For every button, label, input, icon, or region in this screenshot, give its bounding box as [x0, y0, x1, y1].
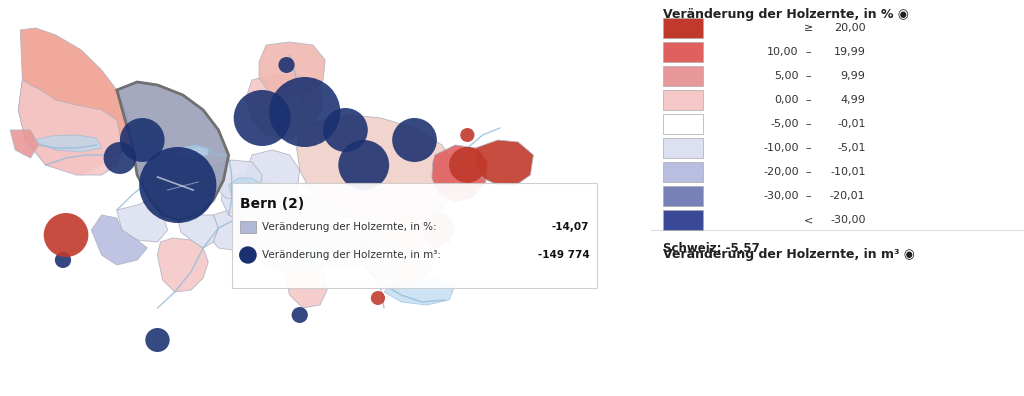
Text: -10,01: -10,01: [830, 167, 865, 177]
Text: 20,00: 20,00: [834, 23, 865, 33]
Bar: [664, 18, 703, 38]
Polygon shape: [360, 238, 401, 278]
Text: -30,00: -30,00: [830, 215, 865, 225]
Text: <: <: [804, 215, 813, 225]
Circle shape: [460, 128, 474, 142]
Circle shape: [292, 307, 308, 323]
Circle shape: [279, 57, 295, 73]
Polygon shape: [158, 238, 208, 292]
Text: –: –: [806, 95, 812, 105]
FancyBboxPatch shape: [231, 183, 597, 288]
Polygon shape: [475, 140, 534, 185]
Polygon shape: [432, 145, 487, 202]
Bar: [664, 114, 703, 134]
Polygon shape: [360, 215, 437, 288]
Text: -5,01: -5,01: [837, 143, 865, 153]
Text: –: –: [806, 167, 812, 177]
Text: -20,00: -20,00: [763, 167, 799, 177]
Polygon shape: [132, 140, 191, 220]
Text: 5,00: 5,00: [774, 71, 799, 81]
Bar: [664, 42, 703, 62]
Text: Bern (2): Bern (2): [240, 197, 304, 211]
Polygon shape: [10, 130, 39, 158]
Bar: [664, 66, 703, 86]
Polygon shape: [213, 210, 252, 250]
Circle shape: [338, 140, 389, 190]
Circle shape: [145, 328, 170, 352]
Text: 10,00: 10,00: [767, 47, 799, 57]
Bar: [664, 210, 703, 230]
Circle shape: [324, 108, 368, 152]
Text: -20,01: -20,01: [829, 191, 865, 201]
Text: 4,99: 4,99: [841, 95, 865, 105]
Polygon shape: [18, 80, 122, 175]
Circle shape: [103, 142, 136, 174]
Text: –: –: [806, 191, 812, 201]
Polygon shape: [91, 215, 147, 265]
Text: Veränderung der Holzernte, in % ◉: Veränderung der Holzernte, in % ◉: [664, 8, 909, 21]
Text: –: –: [806, 143, 812, 153]
Bar: [664, 138, 703, 158]
Text: -14,07: -14,07: [552, 222, 589, 232]
Text: Veränderung der Holzernte, in m³:: Veränderung der Holzernte, in m³:: [262, 250, 441, 260]
Polygon shape: [36, 135, 101, 152]
Text: 9,99: 9,99: [841, 71, 865, 81]
Bar: [240, 221, 256, 233]
Circle shape: [120, 118, 165, 162]
Text: -5,00: -5,00: [770, 119, 799, 129]
Text: –: –: [806, 47, 812, 57]
Polygon shape: [244, 205, 326, 272]
Circle shape: [139, 147, 216, 223]
Text: 0,00: 0,00: [774, 95, 799, 105]
Text: ≥: ≥: [804, 23, 813, 33]
Polygon shape: [321, 225, 384, 268]
Polygon shape: [178, 145, 208, 158]
Text: -149 774: -149 774: [538, 250, 589, 260]
Polygon shape: [384, 278, 455, 305]
Polygon shape: [283, 195, 335, 238]
Bar: [664, 186, 703, 206]
Text: –: –: [806, 119, 812, 129]
Polygon shape: [178, 215, 218, 248]
Polygon shape: [209, 160, 262, 200]
Polygon shape: [285, 268, 327, 308]
Circle shape: [392, 118, 437, 162]
Circle shape: [269, 77, 340, 147]
Circle shape: [371, 291, 385, 305]
Text: Schweiz: -5,57: Schweiz: -5,57: [664, 242, 760, 255]
Text: Veränderung der Holzernte, in m³ ◉: Veränderung der Holzernte, in m³ ◉: [664, 248, 915, 261]
Polygon shape: [117, 82, 228, 220]
Text: -0,01: -0,01: [837, 119, 865, 129]
Text: Veränderung der Holzernte, in %:: Veränderung der Holzernte, in %:: [262, 222, 437, 232]
Circle shape: [450, 147, 485, 183]
Text: 19,99: 19,99: [834, 47, 865, 57]
Circle shape: [44, 213, 88, 257]
Circle shape: [240, 247, 256, 263]
Circle shape: [233, 90, 291, 146]
Polygon shape: [228, 178, 262, 200]
Circle shape: [55, 252, 71, 268]
Text: –: –: [806, 71, 812, 81]
Bar: [664, 162, 703, 182]
Text: -10,00: -10,00: [763, 143, 799, 153]
Polygon shape: [246, 75, 324, 138]
Polygon shape: [117, 200, 168, 242]
Polygon shape: [295, 240, 330, 268]
Polygon shape: [297, 115, 455, 225]
Polygon shape: [18, 28, 132, 175]
Text: -30,00: -30,00: [763, 191, 799, 201]
Bar: [664, 90, 703, 110]
Polygon shape: [246, 150, 300, 200]
Polygon shape: [221, 175, 283, 222]
Polygon shape: [259, 42, 326, 95]
Polygon shape: [415, 210, 455, 248]
